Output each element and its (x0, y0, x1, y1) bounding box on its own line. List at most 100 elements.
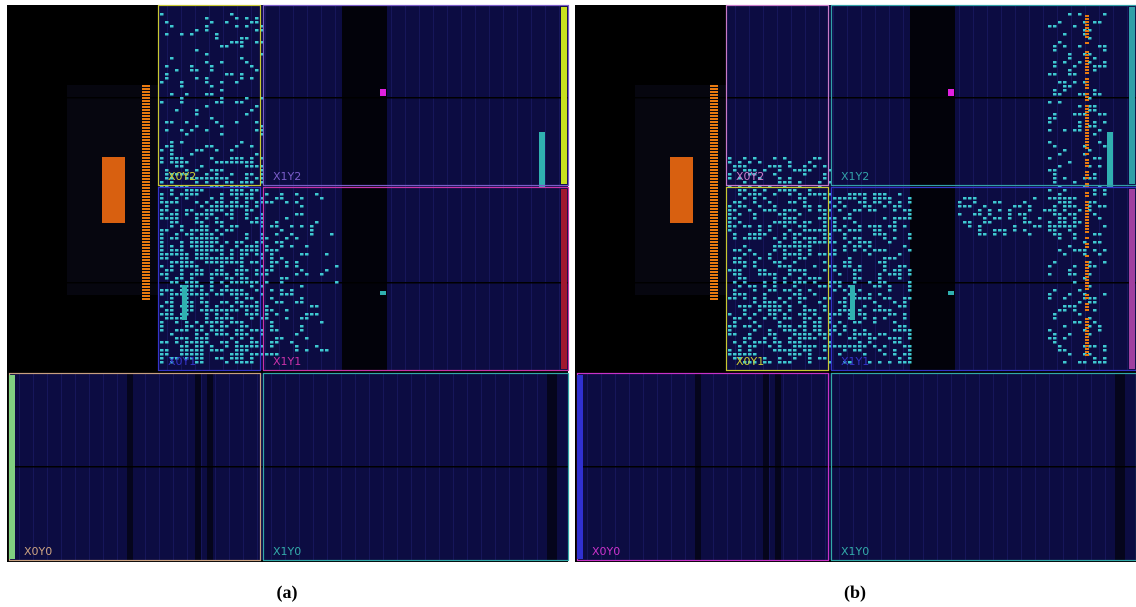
io-pin (710, 172, 718, 174)
logic-cell (818, 277, 822, 280)
io-pin (142, 94, 150, 96)
io-pin (142, 88, 150, 90)
io-pin (710, 295, 718, 297)
logic-cell (1048, 117, 1052, 120)
logic-cell (160, 361, 164, 364)
logic-cell (1078, 321, 1082, 324)
logic-cell (220, 245, 224, 248)
logic-cell (728, 177, 732, 180)
logic-cell (315, 221, 319, 224)
logic-cell (1023, 221, 1027, 224)
logic-cell (1098, 113, 1102, 116)
logic-cell (858, 209, 862, 212)
logic-cell (305, 273, 309, 276)
logic-cell (843, 205, 847, 208)
logic-cell (195, 49, 199, 52)
edge-bar (561, 189, 567, 369)
logic-cell (743, 253, 747, 256)
logic-cell (270, 341, 274, 344)
io-pin (1085, 192, 1089, 194)
logic-cell (728, 205, 732, 208)
logic-cell (978, 229, 982, 232)
logic-cell (160, 341, 164, 344)
logic-cell (250, 261, 254, 264)
logic-cell (295, 301, 299, 304)
io-pin (1085, 309, 1089, 311)
logic-cell (753, 341, 757, 344)
logic-cell (798, 277, 802, 280)
io-pin (710, 157, 718, 159)
io-pin (142, 241, 150, 243)
logic-cell (250, 145, 254, 148)
logic-cell (205, 29, 209, 32)
logic-cell (898, 325, 902, 328)
io-pin (1085, 321, 1089, 323)
logic-cell (210, 321, 214, 324)
logic-cell (753, 345, 757, 348)
logic-cell (983, 205, 987, 208)
logic-cell (210, 249, 214, 252)
logic-cell (160, 329, 164, 332)
logic-cell (908, 357, 912, 360)
io-pin (142, 211, 150, 213)
logic-cell (1003, 229, 1007, 232)
logic-cell (908, 209, 912, 212)
logic-cell (738, 305, 742, 308)
logic-cell (878, 361, 882, 364)
logic-cell (803, 321, 807, 324)
logic-cell (230, 277, 234, 280)
logic-cell (823, 229, 827, 232)
logic-cell (818, 209, 822, 212)
io-pin (1085, 144, 1089, 146)
logic-cell (843, 349, 847, 352)
logic-cell (220, 205, 224, 208)
logic-cell (240, 321, 244, 324)
logic-cell (230, 293, 234, 296)
logic-cell (788, 165, 792, 168)
io-pin (142, 142, 150, 144)
logic-cell (863, 249, 867, 252)
logic-cell (1098, 157, 1102, 160)
logic-cell (798, 169, 802, 172)
logic-cell (250, 353, 254, 356)
logic-cell (215, 273, 219, 276)
logic-cell (255, 205, 259, 208)
logic-cell (1098, 217, 1102, 220)
logic-cell (798, 193, 802, 196)
logic-cell (210, 241, 214, 244)
io-pin (710, 232, 718, 234)
logic-cell (788, 353, 792, 356)
logic-cell (853, 221, 857, 224)
io-pin (142, 151, 150, 153)
logic-cell (285, 309, 289, 312)
logic-cell (205, 213, 209, 216)
logic-cell (245, 173, 249, 176)
logic-cell (210, 233, 214, 236)
logic-cell (893, 209, 897, 212)
logic-cell (808, 169, 812, 172)
logic-cell (215, 349, 219, 352)
io-block (670, 157, 693, 223)
logic-cell (230, 193, 234, 196)
logic-cell (863, 313, 867, 316)
logic-cell (843, 233, 847, 236)
logic-cell (195, 125, 199, 128)
logic-cell (200, 273, 204, 276)
logic-cell (963, 197, 967, 200)
panel-caption: (a) (277, 582, 298, 603)
io-pin (710, 94, 718, 96)
logic-cell (1098, 205, 1102, 208)
logic-cell (1048, 25, 1052, 28)
logic-cell (190, 193, 194, 196)
logic-cell (793, 169, 797, 172)
logic-cell (255, 313, 259, 316)
logic-cell (255, 253, 259, 256)
io-pin (142, 172, 150, 174)
logic-cell (175, 317, 179, 320)
logic-cell (285, 261, 289, 264)
logic-cell (215, 173, 219, 176)
logic-cell (190, 261, 194, 264)
logic-cell (175, 165, 179, 168)
logic-cell (878, 193, 882, 196)
io-pin (1085, 96, 1089, 98)
